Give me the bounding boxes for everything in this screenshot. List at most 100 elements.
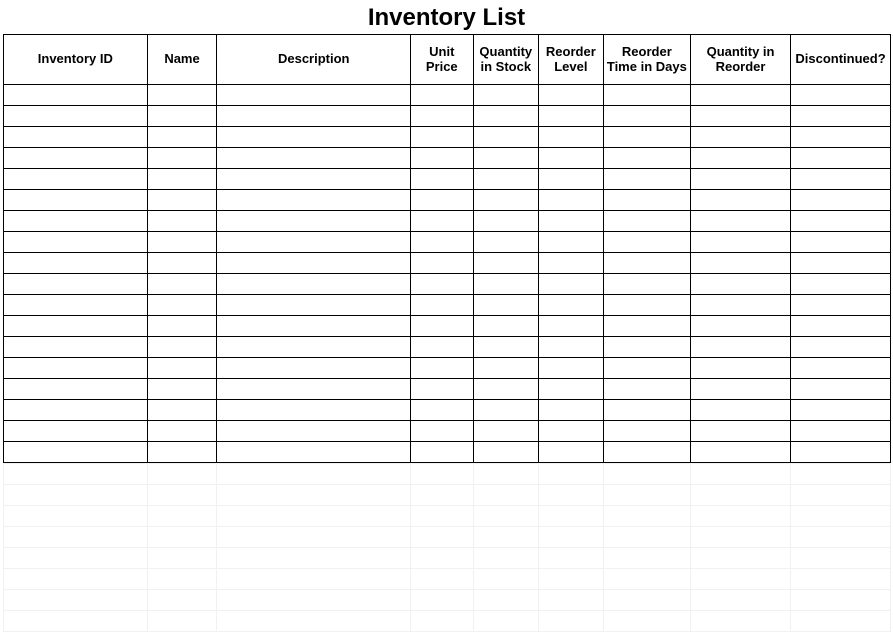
table-cell[interactable] [791, 442, 891, 463]
table-cell[interactable] [147, 232, 217, 253]
ghost-cell[interactable] [691, 527, 791, 548]
table-cell[interactable] [4, 337, 148, 358]
table-cell[interactable] [603, 190, 690, 211]
ghost-cell[interactable] [411, 485, 473, 506]
table-cell[interactable] [411, 379, 473, 400]
table-cell[interactable] [539, 274, 604, 295]
ghost-cell[interactable] [4, 548, 148, 569]
table-cell[interactable] [411, 106, 473, 127]
table-cell[interactable] [791, 253, 891, 274]
table-cell[interactable] [4, 421, 148, 442]
table-cell[interactable] [4, 442, 148, 463]
ghost-cell[interactable] [411, 611, 473, 632]
table-cell[interactable] [473, 232, 539, 253]
table-cell[interactable] [217, 379, 411, 400]
table-cell[interactable] [411, 400, 473, 421]
ghost-cell[interactable] [791, 611, 891, 632]
ghost-cell[interactable] [4, 611, 148, 632]
table-cell[interactable] [411, 232, 473, 253]
table-cell[interactable] [603, 358, 690, 379]
table-cell[interactable] [4, 211, 148, 232]
table-cell[interactable] [473, 169, 539, 190]
ghost-cell[interactable] [147, 548, 217, 569]
table-cell[interactable] [603, 148, 690, 169]
table-cell[interactable] [691, 358, 791, 379]
table-cell[interactable] [411, 316, 473, 337]
ghost-cell[interactable] [603, 485, 690, 506]
table-cell[interactable] [217, 442, 411, 463]
ghost-cell[interactable] [4, 464, 148, 485]
table-cell[interactable] [4, 400, 148, 421]
ghost-cell[interactable] [217, 569, 411, 590]
ghost-cell[interactable] [217, 590, 411, 611]
table-cell[interactable] [217, 106, 411, 127]
table-cell[interactable] [473, 253, 539, 274]
ghost-cell[interactable] [217, 464, 411, 485]
ghost-cell[interactable] [473, 611, 539, 632]
ghost-cell[interactable] [791, 590, 891, 611]
table-cell[interactable] [791, 232, 891, 253]
table-cell[interactable] [217, 85, 411, 106]
ghost-cell[interactable] [691, 590, 791, 611]
table-cell[interactable] [411, 127, 473, 148]
table-cell[interactable] [411, 295, 473, 316]
table-cell[interactable] [539, 169, 604, 190]
table-cell[interactable] [603, 274, 690, 295]
table-cell[interactable] [411, 85, 473, 106]
table-cell[interactable] [473, 337, 539, 358]
table-cell[interactable] [4, 106, 148, 127]
ghost-cell[interactable] [603, 527, 690, 548]
table-cell[interactable] [217, 211, 411, 232]
table-cell[interactable] [473, 127, 539, 148]
table-cell[interactable] [603, 106, 690, 127]
table-cell[interactable] [217, 232, 411, 253]
ghost-cell[interactable] [791, 485, 891, 506]
table-cell[interactable] [691, 106, 791, 127]
ghost-cell[interactable] [539, 527, 604, 548]
ghost-cell[interactable] [4, 485, 148, 506]
ghost-cell[interactable] [4, 506, 148, 527]
ghost-cell[interactable] [147, 485, 217, 506]
table-cell[interactable] [473, 274, 539, 295]
table-cell[interactable] [147, 127, 217, 148]
table-cell[interactable] [791, 379, 891, 400]
table-cell[interactable] [539, 337, 604, 358]
ghost-cell[interactable] [473, 506, 539, 527]
table-cell[interactable] [147, 400, 217, 421]
ghost-cell[interactable] [411, 569, 473, 590]
table-cell[interactable] [147, 190, 217, 211]
ghost-cell[interactable] [217, 548, 411, 569]
table-cell[interactable] [791, 148, 891, 169]
ghost-cell[interactable] [147, 506, 217, 527]
ghost-cell[interactable] [217, 527, 411, 548]
ghost-cell[interactable] [691, 485, 791, 506]
table-cell[interactable] [691, 421, 791, 442]
ghost-cell[interactable] [411, 464, 473, 485]
table-cell[interactable] [4, 379, 148, 400]
ghost-cell[interactable] [539, 548, 604, 569]
table-cell[interactable] [4, 232, 148, 253]
ghost-cell[interactable] [791, 506, 891, 527]
table-cell[interactable] [473, 379, 539, 400]
ghost-cell[interactable] [603, 611, 690, 632]
table-cell[interactable] [539, 232, 604, 253]
table-cell[interactable] [411, 253, 473, 274]
table-cell[interactable] [691, 232, 791, 253]
table-cell[interactable] [473, 106, 539, 127]
table-cell[interactable] [147, 295, 217, 316]
table-cell[interactable] [791, 85, 891, 106]
table-cell[interactable] [539, 106, 604, 127]
ghost-cell[interactable] [791, 569, 891, 590]
ghost-cell[interactable] [411, 527, 473, 548]
table-cell[interactable] [791, 274, 891, 295]
table-cell[interactable] [791, 106, 891, 127]
table-cell[interactable] [603, 379, 690, 400]
table-cell[interactable] [603, 253, 690, 274]
table-cell[interactable] [603, 337, 690, 358]
table-cell[interactable] [791, 421, 891, 442]
table-cell[interactable] [4, 169, 148, 190]
table-cell[interactable] [217, 421, 411, 442]
table-cell[interactable] [539, 421, 604, 442]
table-cell[interactable] [603, 232, 690, 253]
table-cell[interactable] [791, 211, 891, 232]
